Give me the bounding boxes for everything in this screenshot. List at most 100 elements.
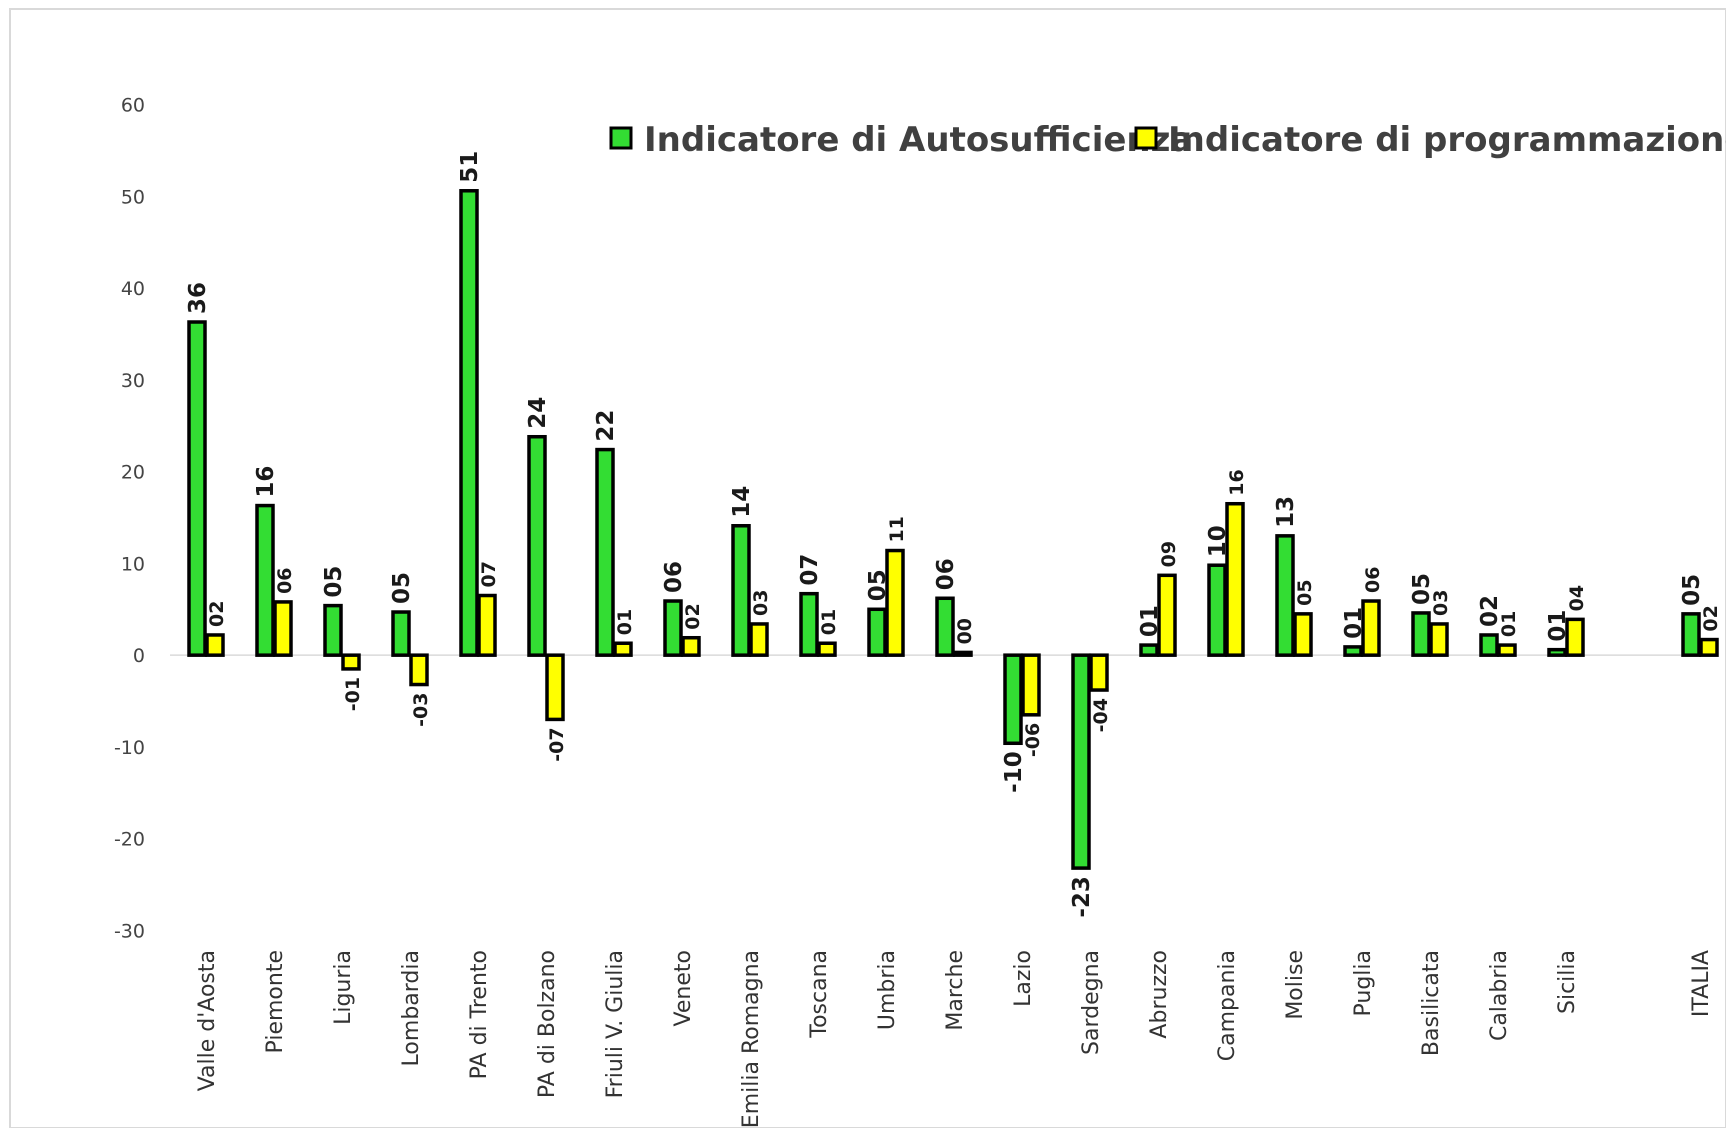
bar-programmazione: [1429, 622, 1449, 657]
y-tick-label: 50: [121, 186, 145, 208]
data-label-autosufficienza: 22: [593, 410, 619, 442]
bar-autosufficienza: [1139, 643, 1159, 657]
x-category-label: Campania: [1215, 950, 1240, 1061]
bar-programmazione: [1021, 653, 1041, 717]
data-label-autosufficienza: 05: [1679, 574, 1705, 606]
x-category-label: Molise: [1283, 950, 1308, 1020]
bar-autosufficienza: [1275, 534, 1295, 657]
data-label-autosufficienza: 13: [1273, 496, 1299, 528]
y-axis: 60 50 40 30 20 10 0 -10 -20 -30: [114, 95, 145, 943]
bar-programmazione: [545, 653, 565, 722]
x-category-label: Valle d'Aosta: [195, 950, 220, 1091]
y-tick-label: 20: [121, 462, 145, 484]
bar-autosufficienza: [935, 596, 955, 657]
x-category-label: PA di Trento: [467, 950, 492, 1079]
x-category-label: Liguria: [331, 950, 356, 1025]
data-label-autosufficienza: 07: [797, 554, 823, 586]
data-label-programmazione: 01: [818, 609, 840, 635]
data-label-autosufficienza: 05: [389, 572, 415, 604]
bar-autosufficienza: [1681, 612, 1701, 657]
x-category-label: Emilia Romagna: [739, 950, 764, 1128]
bar-autosufficienza: [391, 610, 411, 657]
bar-programmazione: [749, 622, 769, 657]
bar-programmazione: [205, 633, 225, 657]
data-label-programmazione: 06: [1362, 567, 1384, 593]
x-category-label: Abruzzo: [1147, 950, 1172, 1039]
legend-label-autosufficienza: Indicatore di Autosufficienza: [644, 120, 1193, 160]
x-category-label: Toscana: [807, 950, 832, 1039]
data-label-programmazione: -07: [546, 727, 568, 761]
bar-autosufficienza: [1343, 645, 1363, 657]
chart-frame: [9, 8, 1726, 1129]
data-label-programmazione: 04: [1566, 585, 1588, 611]
data-label-programmazione: 00: [954, 618, 976, 644]
bar-autosufficienza: [459, 189, 479, 657]
bar-autosufficienza: [595, 447, 615, 657]
bar-autosufficienza: [663, 599, 683, 657]
x-category-label: Marche: [943, 950, 968, 1031]
data-label-programmazione: 07: [478, 561, 500, 587]
data-label-autosufficienza: 24: [525, 397, 551, 429]
bar-autosufficienza: [1207, 563, 1227, 657]
x-category-label: Lombardia: [399, 950, 424, 1066]
bar-programmazione: [1089, 653, 1109, 692]
x-category-label: Sardegna: [1079, 950, 1104, 1055]
data-label-autosufficienza: 06: [933, 558, 959, 590]
data-label-programmazione: 06: [274, 567, 296, 593]
data-label-autosufficienza: 14: [729, 486, 755, 518]
bar-programmazione: [1699, 637, 1719, 657]
y-tick-label: -10: [114, 737, 145, 759]
bar-programmazione: [1565, 617, 1585, 657]
bar-programmazione: [1157, 573, 1177, 657]
bar-programmazione: [1361, 599, 1381, 657]
legend: Indicatore di Autosufficienza Indicatore…: [609, 120, 1726, 160]
data-label-programmazione: 02: [1700, 605, 1722, 631]
data-label-programmazione: 05: [1294, 579, 1316, 605]
x-category-label: Puglia: [1351, 950, 1376, 1017]
y-tick-label: 30: [121, 370, 145, 392]
x-category-label: Basilicata: [1419, 950, 1444, 1056]
data-label-autosufficienza: 06: [661, 561, 687, 593]
legend-swatch-autosufficienza: [609, 126, 633, 150]
data-label-autosufficienza: 05: [321, 566, 347, 598]
data-label-programmazione: 01: [614, 609, 636, 635]
x-category-label: Sicilia: [1555, 950, 1580, 1014]
bar-autosufficienza: [1071, 653, 1091, 870]
bar-programmazione: [953, 650, 973, 657]
data-label-programmazione: 16: [1226, 469, 1248, 495]
bar-autosufficienza: [1479, 633, 1499, 657]
bar-programmazione: [681, 635, 701, 657]
bar-programmazione: [409, 653, 429, 687]
bar-autosufficienza: [323, 603, 343, 657]
y-tick-label: 40: [121, 278, 145, 300]
legend-label-programmazione: Indicatore di programmazione: [1168, 120, 1726, 160]
bar-autosufficienza: [731, 524, 751, 657]
x-category-label: Lazio: [1011, 950, 1036, 1007]
y-tick-label: 0: [133, 645, 145, 667]
data-label-autosufficienza: 05: [1409, 573, 1435, 605]
x-category-label: Calabria: [1487, 950, 1512, 1041]
bar-autosufficienza: [255, 503, 275, 657]
data-label-programmazione: 11: [886, 516, 908, 542]
data-label-autosufficienza: 36: [185, 282, 211, 314]
data-label-programmazione: 03: [1430, 590, 1452, 616]
data-label-programmazione: 03: [750, 590, 772, 616]
bar-autosufficienza: [187, 320, 207, 657]
data-label-programmazione: 02: [682, 603, 704, 629]
bar-autosufficienza: [527, 434, 547, 657]
data-label-autosufficienza: 02: [1477, 595, 1503, 627]
x-category-label: PA di Bolzano: [535, 950, 560, 1098]
bar-programmazione: [885, 548, 905, 657]
bar-programmazione: [1293, 612, 1313, 657]
data-label-autosufficienza: 51: [457, 151, 483, 183]
bar-programmazione: [273, 600, 293, 657]
bar-programmazione: [341, 653, 361, 671]
y-tick-label: -30: [114, 921, 145, 943]
bar-programmazione: [1497, 643, 1517, 657]
x-category-label: Umbria: [875, 950, 900, 1030]
y-tick-label: 10: [121, 553, 145, 575]
data-label-autosufficienza: -10: [1001, 751, 1027, 793]
y-tick-label: -20: [114, 829, 145, 851]
